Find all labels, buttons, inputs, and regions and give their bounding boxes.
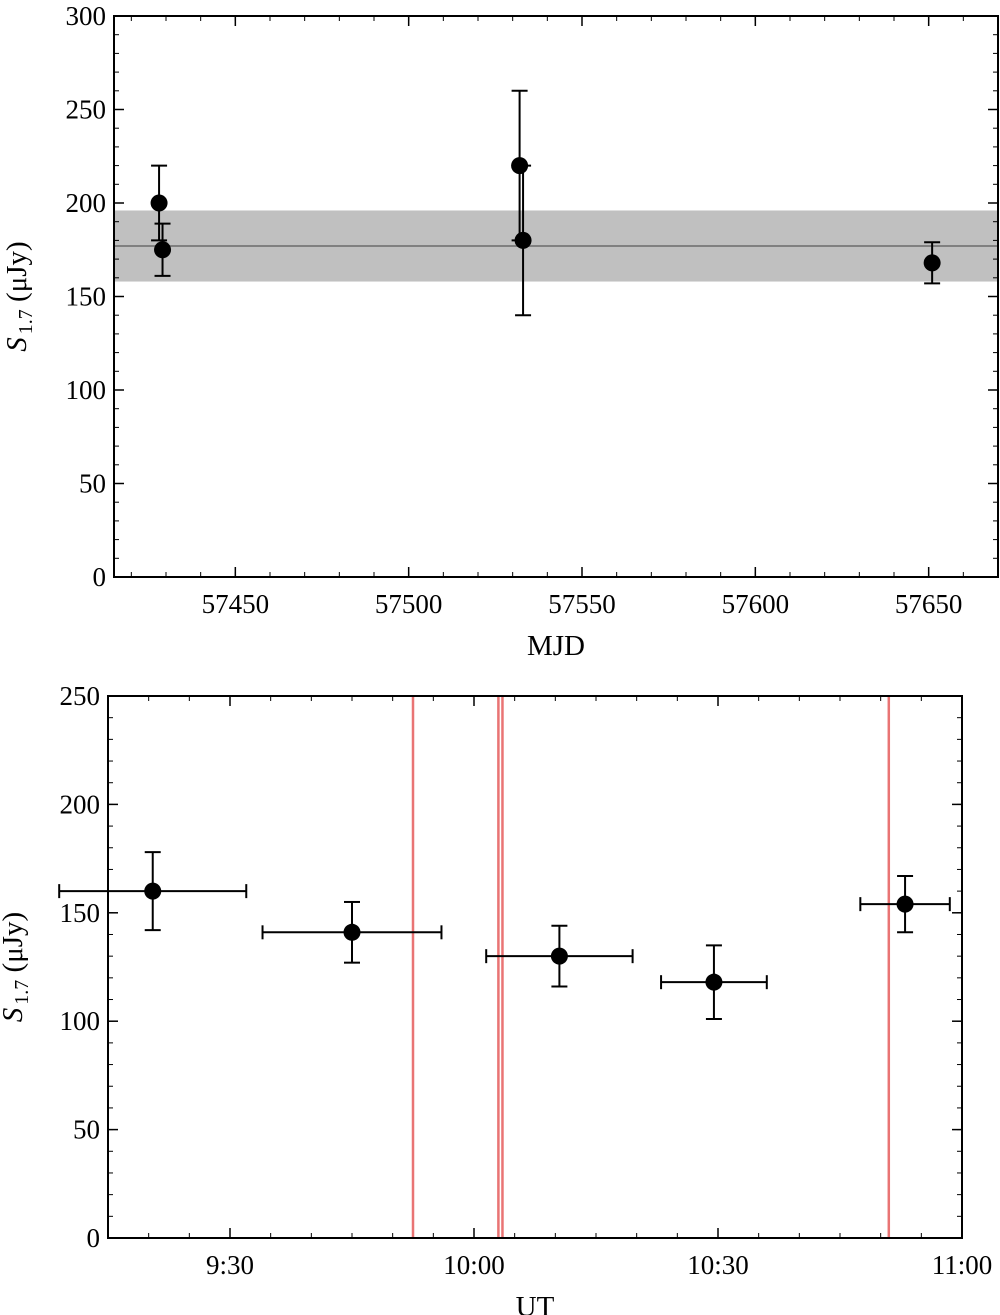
bottom-chart-ticks-layer: 9:30 10:00 10:30 11:00 0 50 100 150 200 250 (60, 681, 993, 1280)
bottom-chart-vlines-layer (411, 696, 891, 1238)
bottom-chart-x-tick-label: 10:00 (443, 1250, 505, 1280)
bottom-chart-y-axis-subscript: 1.7 (11, 980, 33, 1005)
bottom-chart-y-tick-label: 0 (87, 1223, 101, 1253)
top-chart-y-tick-label: 0 (93, 562, 107, 592)
top-chart-y-axis-label: S 1.7 (μJy) (1, 241, 37, 351)
top-chart-y-tick-label: 200 (66, 188, 107, 218)
bottom-chart-y-tick-label: 150 (60, 898, 101, 928)
bottom-chart-y-tick-label: 200 (60, 789, 101, 819)
bottom-chart-x-tick-label: 11:00 (932, 1250, 993, 1280)
bottom-chart-marker (896, 895, 914, 913)
top-chart-y-tick-label: 100 (66, 375, 107, 405)
bottom-chart-points-layer (58, 851, 951, 1021)
top-chart-y-axis-unit: (μJy) (1, 241, 33, 309)
top-chart-mean-band-layer (114, 210, 998, 282)
top-chart-y-axis-symbol: S (1, 337, 33, 352)
top-chart-y-tick-label: 50 (79, 469, 106, 499)
bottom-chart-y-axis-unit: (μJy) (0, 912, 29, 980)
bottom-chart-data-point (485, 924, 634, 988)
top-chart-data-point (150, 164, 168, 242)
bottom-chart-plot-frame (107, 695, 963, 1239)
top-chart-plot-frame (113, 15, 999, 578)
top-chart-y-tick-label: 300 (66, 1, 107, 31)
top-chart-marker (150, 194, 168, 212)
top-chart-data-point (514, 164, 532, 317)
top-chart-x-tick-label: 57650 (895, 589, 963, 619)
bottom-chart-y-axis-label: S 1.7 (μJy) (0, 912, 33, 1022)
bottom-chart-x-tick-label: 9:30 (206, 1250, 254, 1280)
bottom-chart-y-tick-label: 100 (60, 1006, 101, 1036)
bottom-chart-y-tick-label: 250 (60, 681, 101, 711)
bottom-chart-y-tick-label: 50 (73, 1115, 100, 1145)
bottom-chart-data-point (58, 851, 248, 932)
top-chart-x-tick-label: 57450 (202, 589, 270, 619)
top-chart-panel: 57450 57500 57550 57600 57650 0 50 100 150 200 250… (1, 1, 999, 662)
top-chart-marker (514, 231, 532, 249)
top-chart-x-tick-label: 57600 (722, 589, 790, 619)
bottom-chart-y-axis-symbol: S (0, 1007, 29, 1022)
bottom-chart-x-axis-label: UT (516, 1291, 555, 1315)
top-chart-x-axis-label: MJD (527, 630, 585, 662)
bottom-chart-data-point (660, 944, 768, 1021)
bottom-chart-x-tick-label: 10:30 (687, 1250, 749, 1280)
top-chart-data-point (923, 241, 941, 285)
bottom-chart-data-point (261, 900, 443, 964)
bottom-chart-marker (705, 973, 723, 991)
top-chart-points-layer (150, 89, 941, 317)
top-chart-ticks-layer: 57450 57500 57550 57600 57650 0 50 100 150 200 250… (66, 1, 999, 619)
bottom-chart-panel: 9:30 10:00 10:30 11:00 0 50 100 150 200 250 UT S 1… (0, 681, 992, 1315)
top-chart-marker (923, 254, 941, 272)
bottom-chart-data-point (859, 874, 951, 934)
top-chart-y-tick-label: 150 (66, 282, 107, 312)
bottom-chart-marker (343, 923, 361, 941)
bottom-chart-marker (550, 947, 568, 965)
bottom-chart-marker (144, 882, 162, 900)
top-chart-data-point (154, 222, 172, 277)
top-chart-y-axis-subscript: 1.7 (15, 309, 37, 334)
top-chart-x-tick-label: 57500 (375, 589, 443, 619)
top-chart-x-tick-label: 57550 (548, 589, 616, 619)
top-chart-marker (154, 241, 172, 259)
top-chart-y-tick-label: 250 (66, 95, 107, 125)
